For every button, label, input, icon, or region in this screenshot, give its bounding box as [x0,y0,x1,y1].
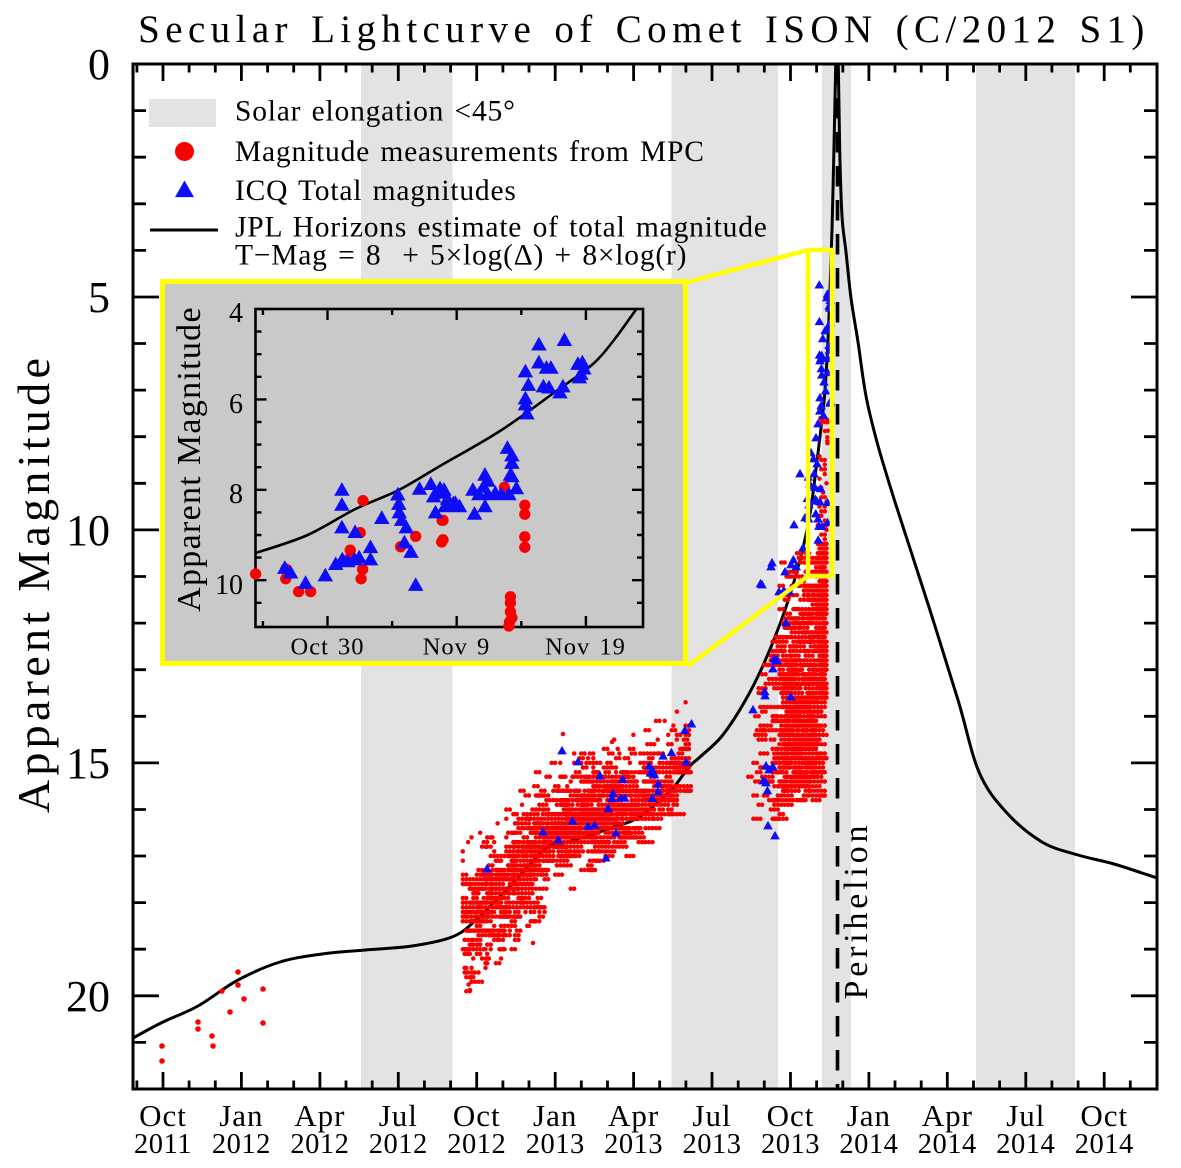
svg-text:Solar elongation <45°: Solar elongation <45° [235,96,516,128]
svg-text:15: 15 [66,739,110,788]
svg-text:Jul: Jul [1006,1098,1045,1133]
svg-text:6: 6 [229,389,243,420]
svg-text:Apr: Apr [922,1098,973,1133]
svg-text:Nov 9: Nov 9 [423,634,491,661]
svg-text:Jul: Jul [379,1098,418,1133]
svg-text:Oct: Oct [453,1098,501,1133]
svg-text:8: 8 [229,479,243,510]
svg-text:2012: 2012 [212,1129,271,1160]
svg-text:Apparent Magnitude: Apparent Magnitude [171,306,208,612]
svg-text:Secular Lightcurve of Comet IS: Secular Lightcurve of Comet ISON (C/2012… [138,8,1150,51]
svg-text:JPL Horizons estimate of total: JPL Horizons estimate of total magnitude [235,212,768,244]
svg-text:2012: 2012 [290,1129,349,1160]
svg-text:5: 5 [88,273,110,322]
svg-text:Apparent Magnitude: Apparent Magnitude [8,354,59,813]
svg-text:2012: 2012 [447,1129,506,1160]
svg-text:10: 10 [215,570,243,601]
svg-text:2014: 2014 [1075,1129,1134,1160]
svg-text:Oct: Oct [1080,1098,1128,1133]
svg-text:ICQ Total magnitudes: ICQ Total magnitudes [235,175,517,207]
svg-text:0: 0 [88,40,110,89]
svg-text:2014: 2014 [918,1129,977,1160]
svg-text:Magnitude measurements from MP: Magnitude measurements from MPC [235,136,705,168]
svg-text:Oct 30: Oct 30 [291,634,365,661]
svg-text:Jan: Jan [219,1098,263,1133]
svg-text:2011: 2011 [134,1129,192,1160]
svg-text:Jan: Jan [847,1098,891,1133]
svg-text:2013: 2013 [761,1129,820,1160]
svg-text:Perihelion: Perihelion [838,822,875,1000]
svg-text:T−Mag = 8 + 5×log(Δ) + 8×log(: T−Mag = 8 + 5×log(Δ) + 8×log(r) [235,240,687,272]
svg-text:Jan: Jan [533,1098,577,1133]
svg-text:2012: 2012 [369,1129,428,1160]
svg-text:20: 20 [66,972,110,1021]
svg-text:Apr: Apr [608,1098,659,1133]
svg-text:2014: 2014 [839,1129,898,1160]
svg-text:2014: 2014 [996,1129,1055,1160]
svg-text:2013: 2013 [526,1129,585,1160]
svg-text:2013: 2013 [604,1129,663,1160]
svg-text:10: 10 [66,506,110,555]
svg-text:4: 4 [229,298,243,329]
svg-text:Nov 19: Nov 19 [545,634,626,661]
svg-text:Jul: Jul [692,1098,731,1133]
svg-text:Oct: Oct [139,1098,187,1133]
svg-text:Apr: Apr [294,1098,345,1133]
svg-text:2013: 2013 [683,1129,742,1160]
svg-text:Oct: Oct [767,1098,815,1133]
